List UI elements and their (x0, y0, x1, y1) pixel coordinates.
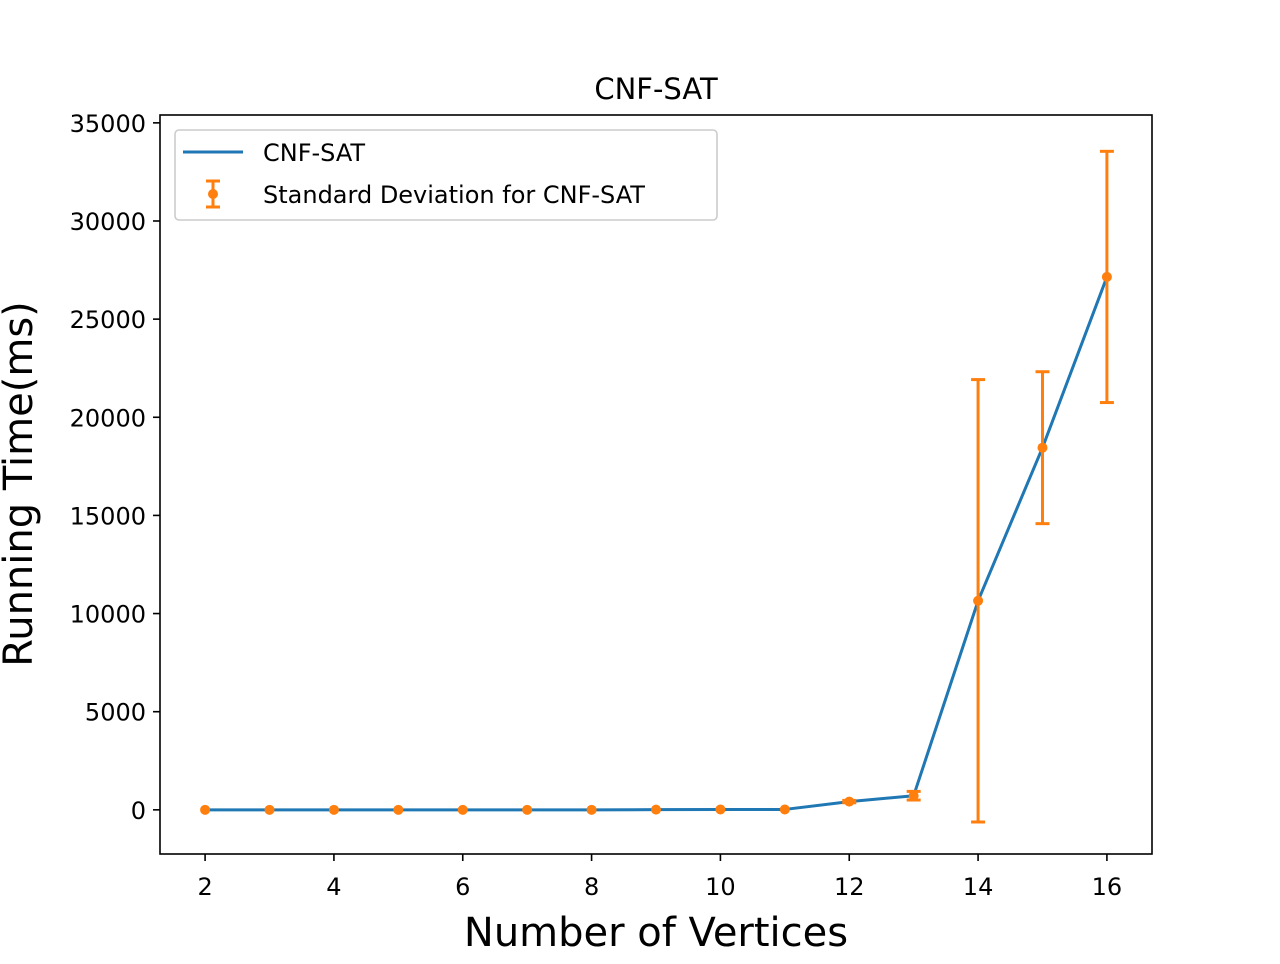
data-point-marker (393, 804, 404, 815)
axes-frame (159, 114, 1153, 855)
x-tick-label: 16 (1092, 873, 1123, 901)
x-tick-label: 8 (584, 873, 599, 901)
plot-area (200, 149, 1114, 824)
legend-label-standard-deviation: Standard Deviation for CNF-SAT (263, 181, 645, 209)
chart-title: CNF-SAT (594, 72, 718, 106)
y-tick-label: 0 (131, 797, 146, 825)
data-point-marker (586, 804, 597, 815)
data-point-marker (908, 790, 919, 801)
legend-swatch-marker (208, 189, 218, 199)
x-tick-label: 2 (197, 873, 212, 901)
y-tick-label: 10000 (70, 601, 146, 629)
y-tick-label: 35000 (70, 110, 146, 138)
y-tick-label: 30000 (70, 208, 146, 236)
y-tick-label: 20000 (70, 404, 146, 432)
legend: CNF-SAT Standard Deviation for CNF-SAT (174, 129, 718, 221)
data-point-marker (264, 804, 275, 815)
x-tick-label: 12 (834, 873, 865, 901)
data-point-marker (200, 804, 211, 815)
data-point-marker (522, 804, 533, 815)
data-point-marker (328, 804, 339, 815)
x-tick-label: 6 (455, 873, 470, 901)
data-point-marker (1101, 271, 1112, 282)
x-tick-label: 14 (963, 873, 994, 901)
legend-box (174, 129, 718, 221)
y-tick-label: 5000 (85, 699, 146, 727)
data-point-marker (651, 804, 661, 815)
x-tick-label: 10 (705, 873, 736, 901)
legend-label-cnf-sat: CNF-SAT (263, 139, 365, 167)
data-point-marker (1037, 442, 1048, 453)
y-axis-label: Running Time(ms) (0, 301, 42, 667)
y-tick-label: 25000 (70, 306, 146, 334)
y-tick-label: 15000 (70, 502, 146, 530)
data-point-marker (973, 595, 984, 606)
x-tick-label: 4 (326, 873, 341, 901)
data-point-marker (844, 796, 855, 807)
x-axis-label: Number of Vertices (464, 910, 848, 956)
data-point-marker (715, 804, 726, 815)
data-point-marker (457, 804, 468, 815)
data-point-marker (779, 804, 790, 815)
